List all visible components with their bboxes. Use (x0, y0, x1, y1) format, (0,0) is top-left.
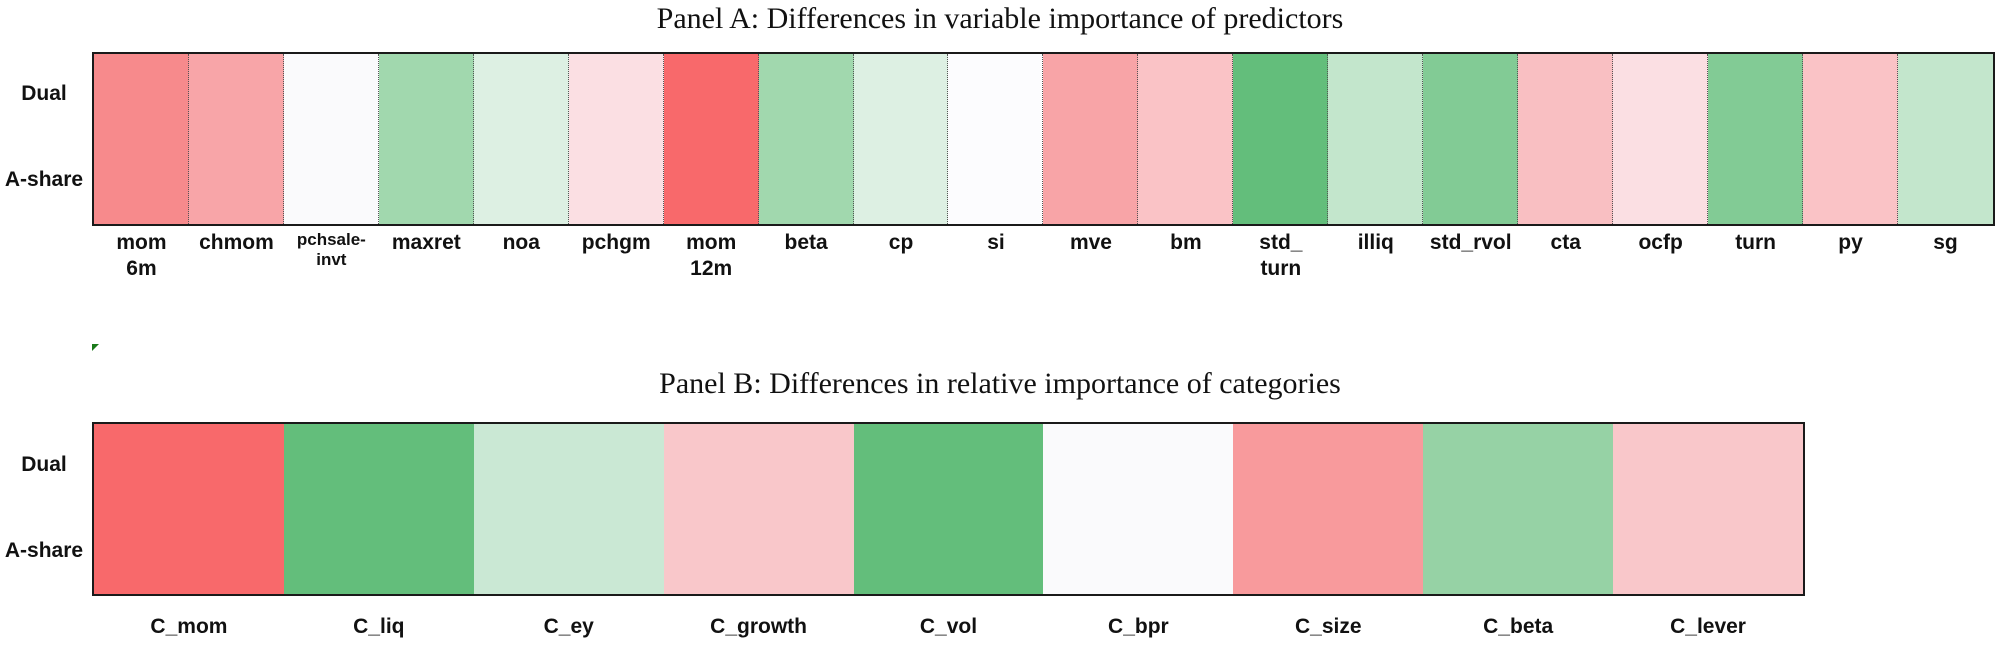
heatmap-cell (1707, 54, 1803, 224)
heatmap-cell (1613, 54, 1708, 224)
panel-b-row-label-ashare: A-share (4, 539, 84, 562)
x-tick-label: std_ turn (1259, 231, 1303, 280)
heatmap-cell (188, 54, 284, 224)
x-tick-label: C_mom (150, 615, 228, 638)
x-tick-label: pchsale- invt (296, 230, 366, 269)
heatmap-cell (1233, 424, 1424, 594)
heatmap-cell (853, 54, 949, 224)
x-tick-label: C_liq (353, 615, 405, 638)
x-tick-label: turn (1735, 231, 1777, 254)
x-tick-label: illiq (1357, 231, 1394, 254)
x-tick-label: sg (1933, 231, 1958, 254)
x-tick-label: ocfp (1638, 231, 1683, 254)
panel-a-row-label-dual: Dual (21, 82, 67, 105)
panel-a-x-labels: mom 6m chmom pchsale- invt maxret noa pchgm mo… (92, 230, 1995, 290)
x-tick-label: bm (1170, 231, 1202, 254)
heatmap-cell (94, 54, 189, 224)
x-tick-label: std_rvol (1429, 231, 1512, 254)
heatmap-cell (473, 54, 569, 224)
x-tick-label: C_growth (710, 615, 807, 638)
x-tick-label: si (987, 231, 1005, 254)
x-tick-label: C_beta (1483, 615, 1554, 638)
heatmap-cell (1043, 424, 1234, 594)
heatmap-cell (948, 54, 1044, 224)
x-tick-label: mom 12m (686, 231, 737, 280)
heatmap-cell (473, 424, 664, 594)
panel-b-title: Panel B: Differences in relative importa… (659, 367, 1341, 400)
x-tick-label: cta (1550, 231, 1581, 254)
heatmap-cell (1233, 54, 1329, 224)
heatmap-cell (1897, 54, 1993, 224)
panel-b-row-label-dual: Dual (21, 453, 67, 476)
heatmap-cell (378, 54, 474, 224)
heatmap-cell (1518, 54, 1613, 224)
heatmap-cell (663, 424, 854, 594)
x-tick-label: beta (784, 231, 828, 254)
x-tick-label: mve (1069, 231, 1112, 254)
heatmap-cell (1423, 54, 1519, 224)
heatmap-cell (283, 424, 474, 594)
panel-a-title: Panel A: Differences in variable importa… (656, 2, 1344, 35)
heatmap-cell (1138, 54, 1234, 224)
heatmap-cell (283, 54, 379, 224)
panel-b-x-labels: C_mom C_liq C_ey C_growth C_vol C_bpr C_size C_… (92, 614, 1805, 648)
x-tick-label: chmom (199, 231, 274, 254)
x-tick-label: maxret (391, 231, 461, 254)
x-tick-label: C_size (1294, 615, 1362, 638)
heatmap-cell (758, 54, 854, 224)
heatmap-cell (1613, 424, 1803, 594)
panel-a-heatmap (92, 52, 1995, 226)
x-tick-label: cp (888, 231, 914, 254)
x-tick-label: C_ey (543, 615, 594, 638)
x-tick-label: C_lever (1670, 615, 1746, 638)
heatmap-cell (1043, 54, 1139, 224)
panel-b-heatmap (92, 422, 1805, 596)
heatmap-cell (94, 424, 284, 594)
x-tick-label: pchgm (581, 231, 651, 254)
x-tick-label: C_vol (919, 615, 978, 638)
heatmap-cell (1802, 54, 1898, 224)
x-tick-label: noa (502, 231, 540, 254)
x-tick-label: C_bpr (1108, 615, 1169, 638)
x-tick-label: mom 6m (116, 231, 167, 280)
panel-a-row-label-ashare: A-share (4, 168, 84, 191)
heatmap-cell (1423, 424, 1613, 594)
green-corner-mark (92, 344, 99, 351)
heatmap-cell (568, 54, 664, 224)
heatmap-cell (853, 424, 1044, 594)
heatmap-cell (1328, 54, 1424, 224)
x-tick-label: py (1838, 231, 1863, 254)
heatmap-cell (663, 54, 759, 224)
